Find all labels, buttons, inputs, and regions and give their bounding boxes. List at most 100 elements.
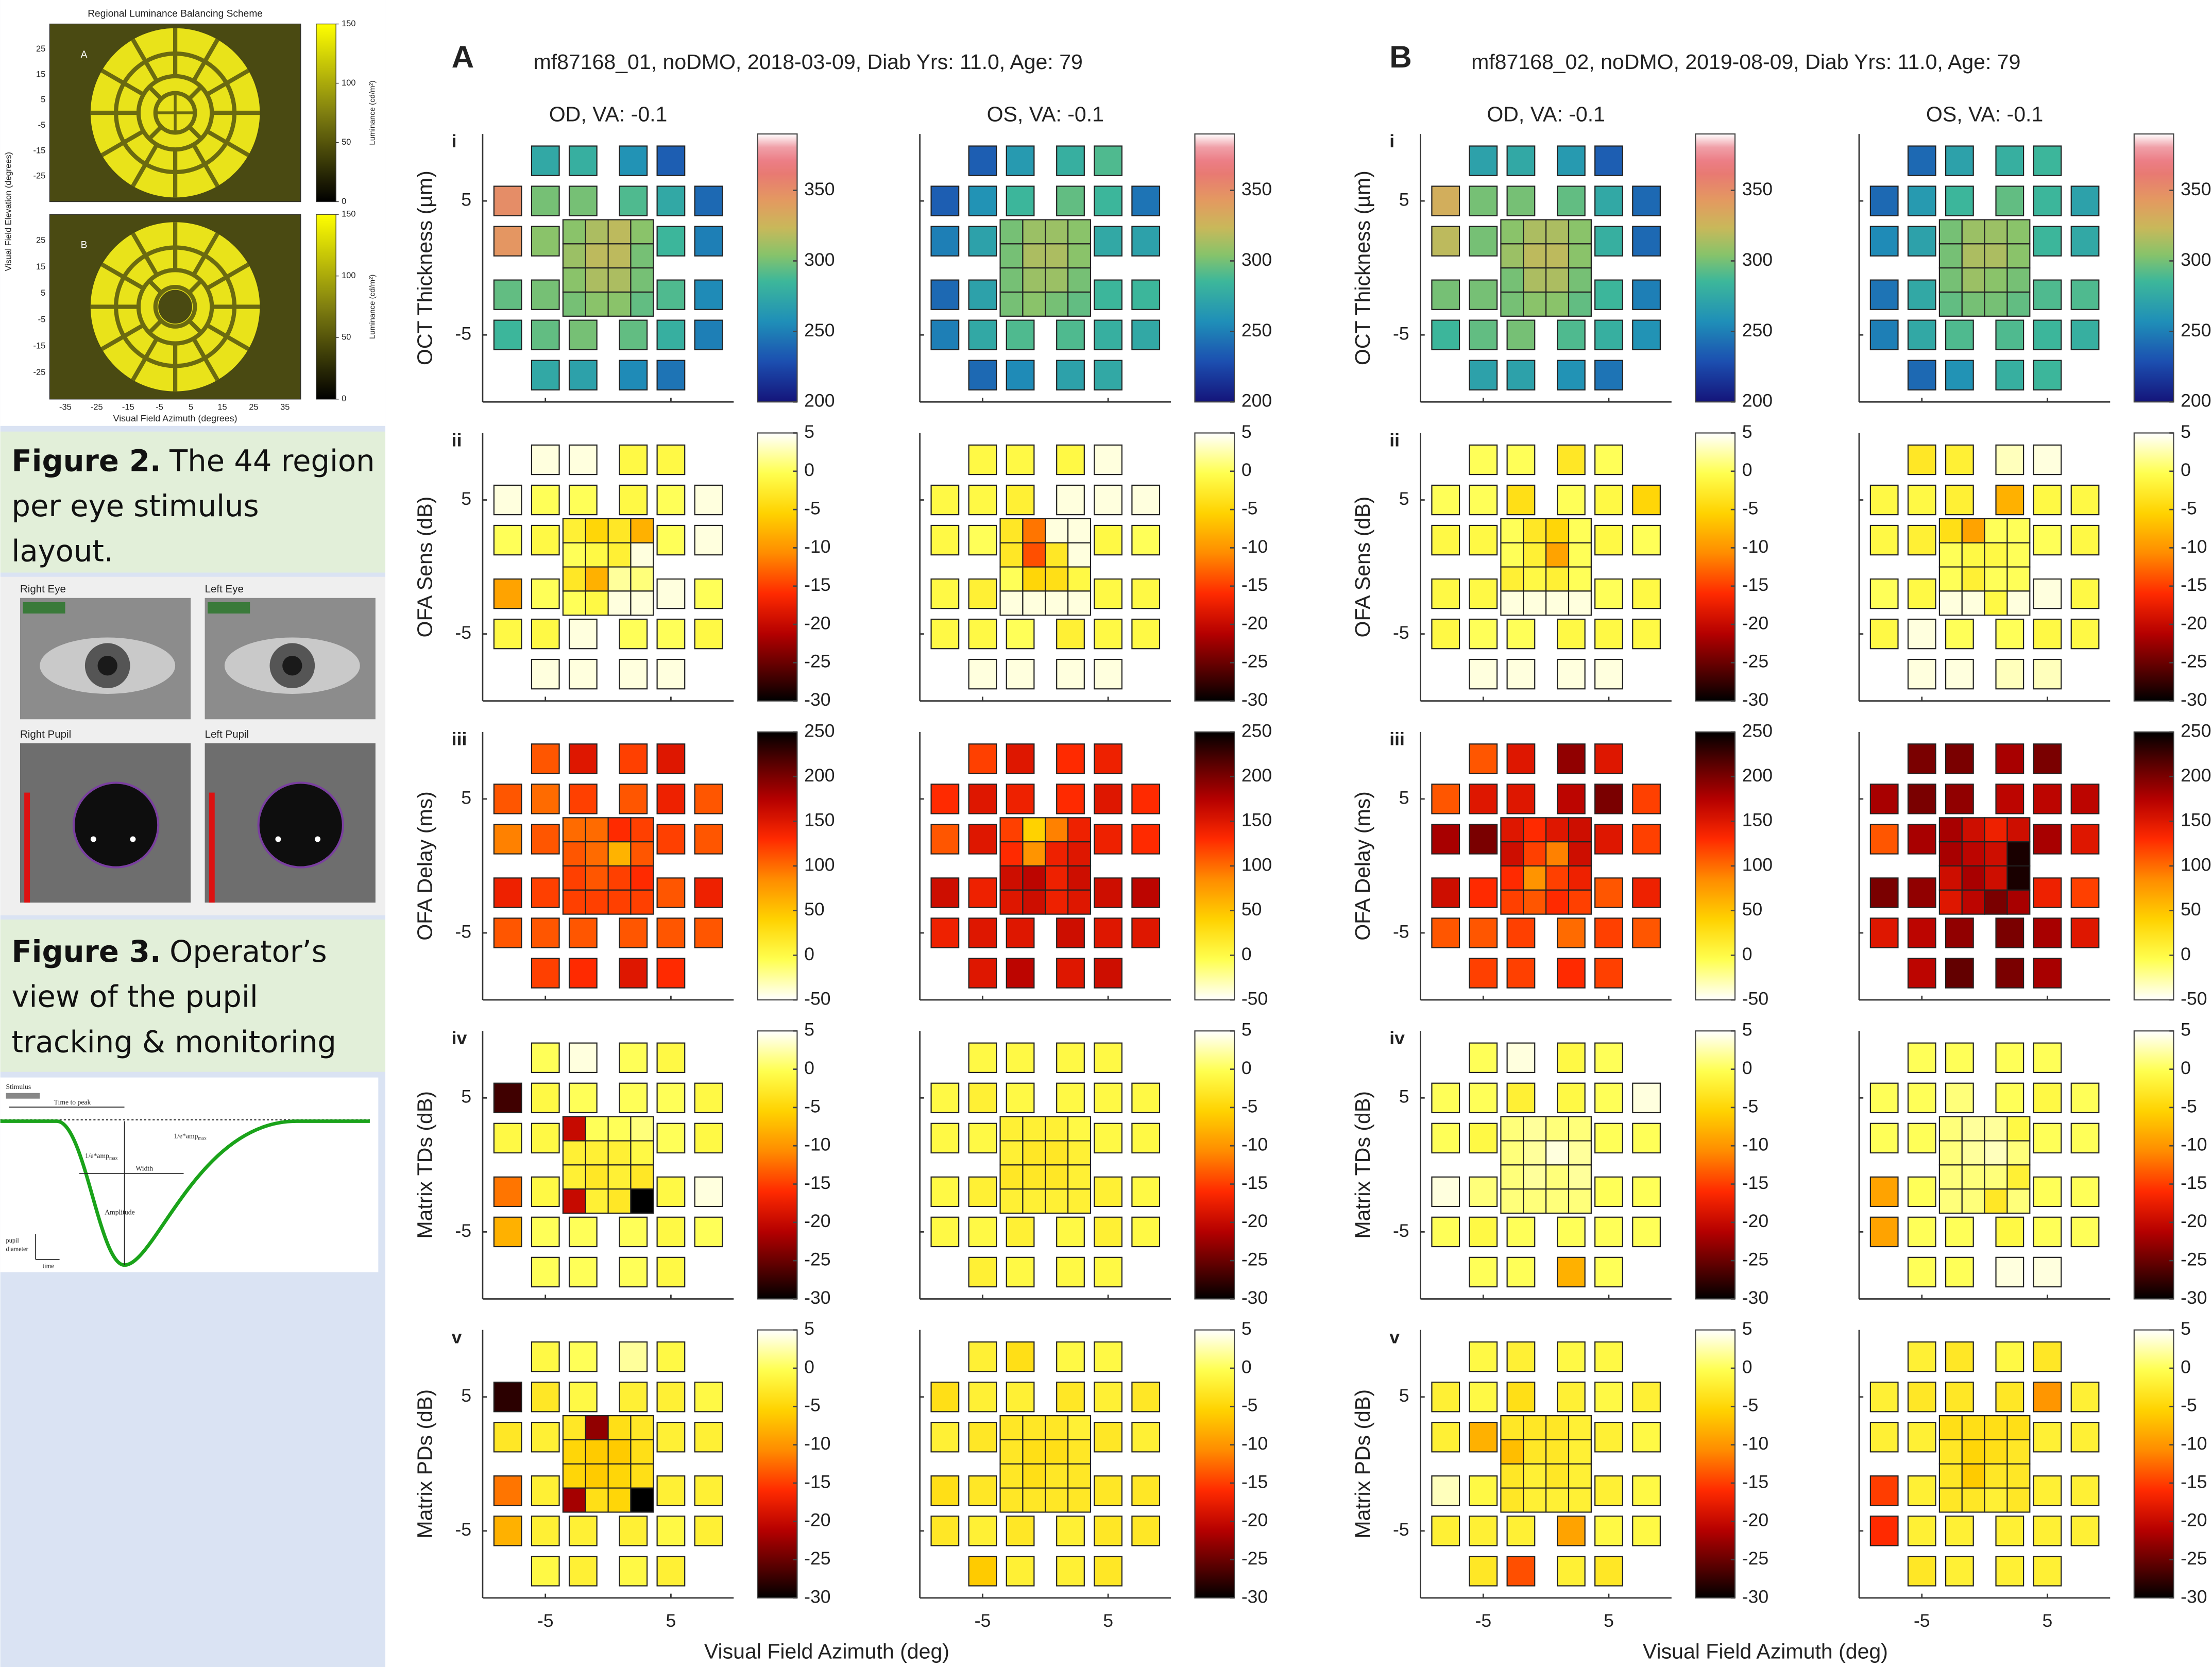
heatmap-cell <box>1470 525 1498 555</box>
heatmap-cell <box>1996 1516 2024 1545</box>
colorbar-tick-label: -20 <box>804 1510 830 1530</box>
heatmap-cell <box>931 824 959 854</box>
heatmap-cell <box>1023 1416 1045 1440</box>
heatmap-cell <box>2071 579 2099 608</box>
heatmap-cell <box>657 186 685 216</box>
heatmap-cell <box>1939 1440 1962 1464</box>
heatmap-cell <box>657 320 685 350</box>
heatmap-cell <box>1939 543 1962 567</box>
heatmap-cell <box>1132 280 1160 310</box>
colorbar-tick-label: -30 <box>804 1586 830 1607</box>
heatmap-cell <box>1985 818 2007 842</box>
heatmap-cell <box>563 890 586 914</box>
heatmap-cell <box>569 918 597 947</box>
heatmap-cell <box>1632 878 1660 907</box>
colorbar-tick-label: -30 <box>2181 689 2207 710</box>
heatmap-cell <box>1432 525 1459 555</box>
heatmap-cell <box>532 361 559 390</box>
colorbar-tick-label: 5 <box>1241 1019 1252 1040</box>
heatmap-cell <box>1908 1422 1936 1452</box>
glint <box>130 836 135 842</box>
heatmap-cell <box>1045 244 1068 268</box>
heatmap-cell <box>1908 958 1936 988</box>
image-label: Right Pupil <box>20 728 71 740</box>
heatmap-cell <box>1569 818 1591 842</box>
heatmap-cell <box>1057 320 1084 350</box>
heatmap-cell <box>569 1257 597 1287</box>
colorbar-tick-label: -5 <box>1742 1096 1759 1116</box>
heatmap-cell <box>1870 525 1898 555</box>
heatmap-cell <box>586 1141 608 1165</box>
heatmap-cell <box>1595 619 1623 649</box>
row-numeral: ii <box>1389 430 1400 450</box>
heatmap-cell <box>1908 784 1936 813</box>
heatmap-cell <box>586 519 608 543</box>
heatmap-cell <box>1908 280 1936 310</box>
heatmap-cell <box>657 1382 685 1411</box>
colorbar-tick-label: -20 <box>1241 1211 1268 1231</box>
heatmap-cell <box>1068 818 1091 842</box>
x-tick-label: -5 <box>1475 1610 1492 1631</box>
heatmap-cell <box>1523 220 1546 244</box>
colorbar-tick-label: -10 <box>1241 536 1268 557</box>
heatmap-cell <box>1546 818 1569 842</box>
heatmap-cell <box>2007 1117 2030 1141</box>
colorbar <box>758 732 797 1000</box>
heatmap-cell <box>631 1141 653 1165</box>
heatmap-cell <box>1546 842 1569 866</box>
y-axis-label: OFA Delay (ms) <box>1351 791 1374 941</box>
heatmap-cell <box>532 958 559 988</box>
colorbar-tick-label: -5 <box>1241 1395 1258 1416</box>
heatmap-cell <box>1996 744 2024 773</box>
heatmap-cell <box>1023 1165 1045 1189</box>
heatmap-cell <box>657 824 685 854</box>
y-tick-label: -5 <box>455 1519 471 1540</box>
heatmap-cell <box>1000 567 1023 591</box>
heatmap-cell <box>1870 1083 1898 1113</box>
heatmap-cell <box>608 292 631 316</box>
heatmap-cell <box>586 591 608 615</box>
colorbar-tick-label: -15 <box>1742 1172 1768 1193</box>
heatmap-cell <box>1057 1043 1084 1073</box>
heatmap-cell <box>1432 1422 1459 1452</box>
heatmap-cell <box>1595 1476 1623 1505</box>
heatmap-cell <box>1000 1165 1023 1189</box>
heatmap-cell <box>1946 445 1973 474</box>
heatmap-cell <box>586 1165 608 1189</box>
colorbar-tick-label: -5 <box>1241 498 1258 519</box>
y-tick-label: 5 <box>461 1385 471 1406</box>
heatmap-cell <box>1962 842 1985 866</box>
heatmap-cell <box>1595 1516 1623 1545</box>
group-letter: A <box>452 39 474 74</box>
heatmap-cell <box>1996 1257 2024 1287</box>
heatmap-cell <box>631 268 653 292</box>
heatmap-cell <box>1546 1440 1569 1464</box>
colorbar <box>1695 134 1735 402</box>
heatmap-cell <box>1962 292 1985 316</box>
heatmap-cell <box>1939 866 1962 890</box>
x-tick-label: -5 <box>156 403 163 412</box>
heatmap-cell <box>569 1382 597 1411</box>
heatmap-cell <box>1908 1217 1936 1247</box>
heatmap-cell <box>1632 784 1660 813</box>
heatmap-cell <box>695 1382 723 1411</box>
heatmap-cell <box>1000 1117 1023 1141</box>
heatmap-cell <box>586 818 608 842</box>
colorbar-tick-label: 100 <box>1742 854 1773 875</box>
heatmap-cell <box>1432 619 1459 649</box>
colorbar-tick-label: -10 <box>1742 1433 1768 1454</box>
heatmap-cell <box>1000 292 1023 316</box>
heatmap-cell <box>969 659 997 689</box>
y-tick-label: 5 <box>461 190 471 210</box>
group-title: mf87168_02, noDMO, 2019-08-09, Diab Yrs:… <box>1471 50 2020 74</box>
heatmap-cell <box>1996 784 2024 813</box>
caption-text: tracking & monitoring <box>12 1025 336 1059</box>
heatmap-cell <box>1470 1342 1498 1371</box>
panel-letter: A <box>81 49 88 60</box>
colorbar <box>758 134 797 402</box>
heatmap-cell <box>1132 619 1160 649</box>
heatmap-cell <box>969 1516 997 1545</box>
heatmap-cell <box>1470 878 1498 907</box>
heatmap-cell <box>1996 958 2024 988</box>
heatmap-cell <box>1908 1043 1936 1073</box>
